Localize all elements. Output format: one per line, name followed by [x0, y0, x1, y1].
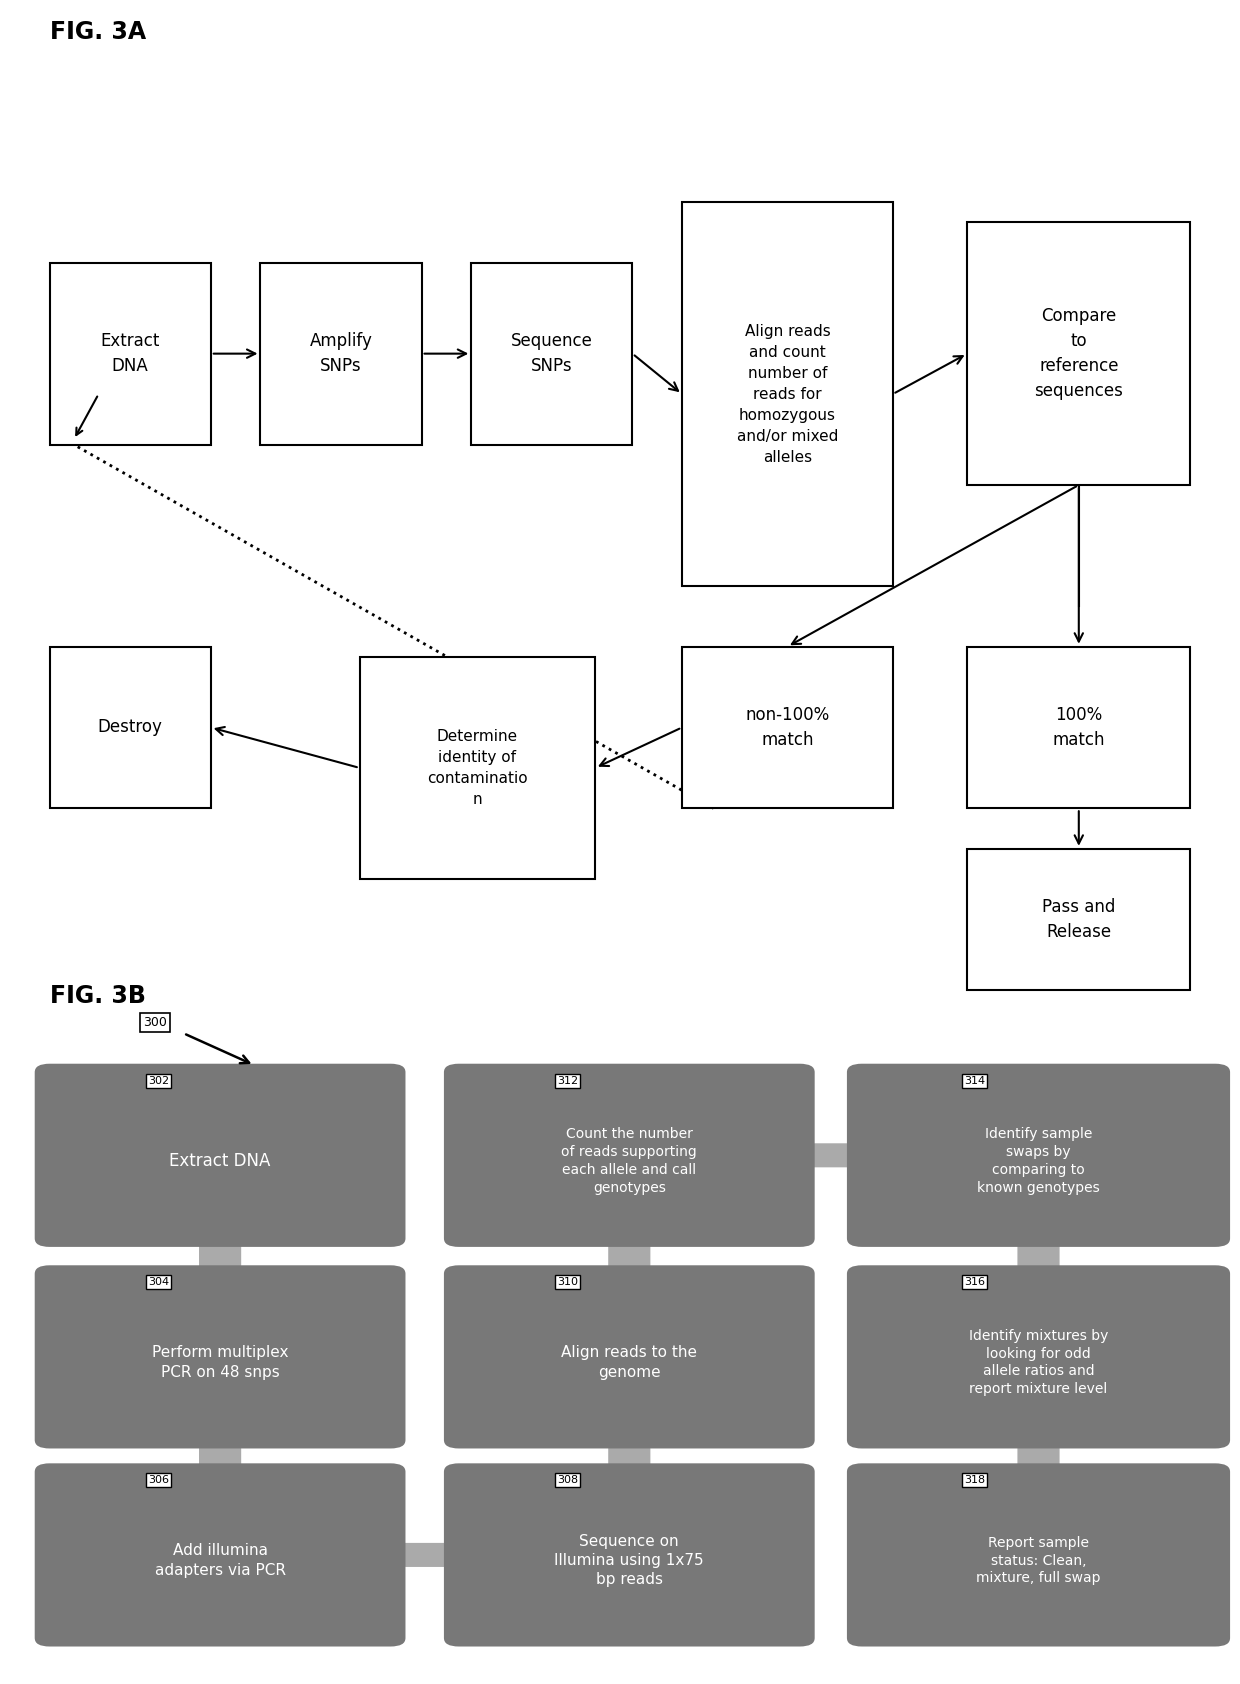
Text: Extract DNA: Extract DNA [170, 1152, 270, 1170]
FancyBboxPatch shape [35, 1064, 405, 1246]
FancyBboxPatch shape [792, 1143, 869, 1167]
Text: Identify mixtures by
looking for odd
allele ratios and
report mixture level: Identify mixtures by looking for odd all… [968, 1329, 1109, 1396]
Text: Pass and
Release: Pass and Release [1042, 898, 1116, 941]
Text: Perform multiplex
PCR on 48 snps: Perform multiplex PCR on 48 snps [151, 1346, 289, 1379]
FancyBboxPatch shape [260, 263, 422, 445]
Text: 304: 304 [148, 1276, 170, 1287]
FancyBboxPatch shape [360, 657, 595, 879]
Text: FIG. 3A: FIG. 3A [50, 20, 146, 44]
Text: Sequence
SNPs: Sequence SNPs [511, 332, 593, 376]
Text: 314: 314 [965, 1076, 986, 1086]
Text: 308: 308 [557, 1475, 579, 1485]
FancyBboxPatch shape [847, 1064, 1230, 1246]
FancyBboxPatch shape [609, 1239, 651, 1271]
Text: Align reads
and count
number of
reads for
homozygous
and/or mixed
alleles: Align reads and count number of reads fo… [737, 323, 838, 465]
Text: Report sample
status: Clean,
mixture, full swap: Report sample status: Clean, mixture, fu… [976, 1536, 1101, 1585]
Text: Extract
DNA: Extract DNA [100, 332, 160, 376]
FancyBboxPatch shape [383, 1543, 466, 1566]
FancyBboxPatch shape [35, 1265, 405, 1448]
Text: Determine
identity of
contaminatio
n: Determine identity of contaminatio n [427, 729, 528, 807]
Text: Amplify
SNPs: Amplify SNPs [310, 332, 372, 376]
FancyBboxPatch shape [682, 202, 893, 586]
FancyBboxPatch shape [444, 1463, 815, 1647]
Text: Compare
to
reference
sequences: Compare to reference sequences [1034, 306, 1123, 401]
FancyBboxPatch shape [682, 647, 893, 808]
FancyBboxPatch shape [198, 1442, 241, 1470]
FancyBboxPatch shape [609, 1442, 651, 1470]
Text: Count the number
of reads supporting
each allele and call
genotypes: Count the number of reads supporting eac… [562, 1127, 697, 1194]
FancyBboxPatch shape [198, 1239, 241, 1271]
FancyBboxPatch shape [847, 1265, 1230, 1448]
Text: Add illumina
adapters via PCR: Add illumina adapters via PCR [155, 1544, 285, 1578]
FancyBboxPatch shape [444, 1265, 815, 1448]
Text: 312: 312 [557, 1076, 579, 1086]
Text: Identify sample
swaps by
comparing to
known genotypes: Identify sample swaps by comparing to kn… [977, 1127, 1100, 1194]
FancyBboxPatch shape [1017, 1239, 1059, 1271]
Text: 318: 318 [965, 1475, 986, 1485]
Text: Destroy: Destroy [98, 719, 162, 736]
Text: 302: 302 [148, 1076, 170, 1086]
Text: Sequence on
Illumina using 1x75
bp reads: Sequence on Illumina using 1x75 bp reads [554, 1534, 704, 1588]
Text: Align reads to the
genome: Align reads to the genome [562, 1346, 697, 1379]
Text: non-100%
match: non-100% match [745, 706, 830, 749]
FancyBboxPatch shape [50, 263, 211, 445]
FancyBboxPatch shape [50, 647, 211, 808]
FancyBboxPatch shape [444, 1064, 815, 1246]
Text: FIG. 3B: FIG. 3B [50, 983, 145, 1007]
Text: 306: 306 [149, 1475, 169, 1485]
FancyBboxPatch shape [967, 849, 1190, 990]
Text: 100%
match: 100% match [1053, 706, 1105, 749]
FancyBboxPatch shape [35, 1463, 405, 1647]
Text: 310: 310 [558, 1276, 578, 1287]
FancyBboxPatch shape [1017, 1442, 1059, 1470]
FancyBboxPatch shape [967, 647, 1190, 808]
Text: 316: 316 [965, 1276, 986, 1287]
FancyBboxPatch shape [471, 263, 632, 445]
FancyBboxPatch shape [967, 222, 1190, 485]
FancyBboxPatch shape [847, 1463, 1230, 1647]
Text: 300: 300 [143, 1015, 167, 1029]
